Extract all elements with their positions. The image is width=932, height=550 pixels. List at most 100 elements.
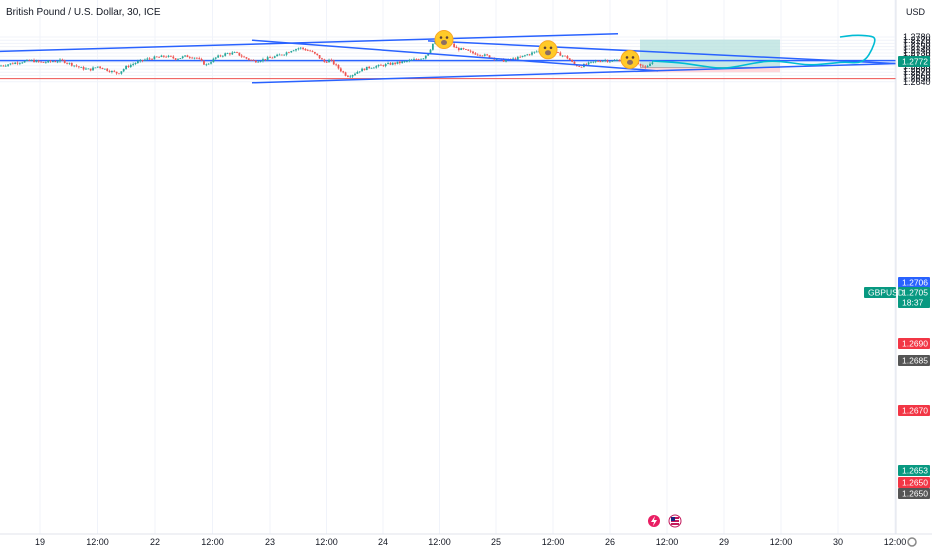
price-tag[interactable]: 1.2650: [898, 488, 930, 499]
candle-down: [11, 63, 14, 65]
x-tick-label: 12:00: [770, 537, 793, 547]
gear-icon[interactable]: [907, 537, 917, 547]
flag-icon[interactable]: [668, 514, 682, 528]
lightning-icon[interactable]: [648, 515, 660, 527]
candle-down: [389, 63, 392, 65]
x-tick-label: 25: [491, 537, 501, 547]
candle-up: [87, 68, 90, 70]
candle-up: [391, 62, 394, 65]
trendline[interactable]: [251, 62, 897, 84]
candle-down: [115, 71, 118, 74]
candle-down: [170, 55, 172, 57]
candle-up: [85, 68, 87, 70]
candle-up: [408, 60, 411, 62]
candle-up: [427, 52, 430, 56]
price-tag[interactable]: 1.2685: [898, 355, 930, 366]
candle-up: [259, 61, 262, 62]
x-tick-label: 12:00: [656, 537, 679, 547]
candle-up: [283, 54, 286, 56]
price-tag[interactable]: 1.2706: [898, 277, 930, 288]
price-tag-bg: [898, 297, 930, 308]
trendline[interactable]: [251, 39, 659, 72]
projection-curve[interactable]: [651, 34, 876, 69]
candle-down: [514, 58, 517, 60]
candle-down: [118, 73, 120, 75]
candle-down: [639, 64, 642, 66]
candle-up: [144, 59, 146, 61]
candle-down: [236, 52, 238, 53]
candle-up: [292, 50, 295, 52]
candle-down: [250, 59, 253, 61]
candle-down: [219, 55, 222, 57]
candle-down: [469, 50, 472, 52]
price-tag[interactable]: 1.2690: [898, 338, 930, 349]
candle-up: [207, 63, 210, 65]
candle-down: [66, 62, 68, 64]
candle-up: [4, 65, 7, 67]
candle-down: [247, 58, 250, 60]
candle-down: [77, 66, 80, 68]
candle-up: [505, 60, 507, 62]
candle-up: [132, 63, 135, 65]
price-tag-label: 1.2650: [902, 489, 928, 499]
candle-up: [295, 49, 297, 51]
price-tag[interactable]: 18:37: [898, 297, 930, 308]
candle-up: [349, 76, 352, 78]
y-tick-label: 1.2640: [903, 77, 931, 87]
x-tick-label: 26: [605, 537, 615, 547]
candle-down: [337, 64, 340, 69]
price-tag[interactable]: 1.2670: [898, 405, 930, 416]
candle-up: [651, 62, 654, 64]
price-tag[interactable]: GBPUSD: [864, 287, 904, 298]
x-tick-label: 12:00: [884, 537, 907, 547]
candle-down: [642, 65, 644, 67]
candle-down: [457, 48, 460, 51]
candle-down: [264, 59, 267, 60]
face-marker-icon: [620, 49, 640, 69]
time-axis-bg: [0, 534, 932, 550]
candle-up: [160, 55, 163, 58]
candle-down: [528, 54, 531, 56]
candle-down: [148, 58, 151, 60]
currency-label[interactable]: USD: [906, 7, 926, 17]
candle-up: [266, 57, 269, 60]
candle-down: [271, 57, 274, 59]
candle-up: [193, 57, 196, 59]
candle-down: [16, 62, 19, 64]
price-tag-bg: [898, 56, 930, 67]
candle-up: [103, 68, 106, 70]
candle-up: [224, 53, 227, 56]
price-tag[interactable]: 1.2653: [898, 465, 930, 476]
candle-down: [325, 61, 328, 63]
candle-down: [254, 60, 257, 63]
candle-up: [231, 52, 234, 55]
candle-down: [229, 53, 231, 55]
candle-up: [429, 49, 432, 53]
candle-down: [618, 60, 621, 62]
price-tag[interactable]: 1.2705: [898, 287, 930, 298]
candle-down: [580, 66, 583, 68]
candle-up: [431, 43, 434, 50]
candle-up: [351, 75, 354, 77]
profit-zone[interactable]: [640, 39, 780, 68]
price-tag[interactable]: 1.2650: [898, 477, 930, 488]
trendline[interactable]: [0, 33, 619, 53]
candle-down: [585, 64, 588, 65]
price-tag-bg: [898, 277, 930, 288]
candle-down: [316, 53, 319, 56]
trendline[interactable]: [427, 40, 897, 65]
price-tag[interactable]: 1.2772: [898, 56, 930, 67]
y-tick-label: 1.2670: [903, 67, 931, 77]
candle-down: [578, 66, 581, 67]
price-tag-bg: [898, 338, 930, 349]
candle-down: [49, 60, 52, 62]
y-tick-label: 1.2770: [903, 35, 931, 45]
candle-down: [162, 55, 165, 57]
candle-down: [158, 56, 161, 58]
price-tag-label: 1.2772: [902, 57, 928, 67]
candle-down: [70, 62, 73, 66]
candle-up: [68, 62, 71, 64]
candle-down: [486, 54, 489, 56]
candle-down: [63, 60, 66, 63]
